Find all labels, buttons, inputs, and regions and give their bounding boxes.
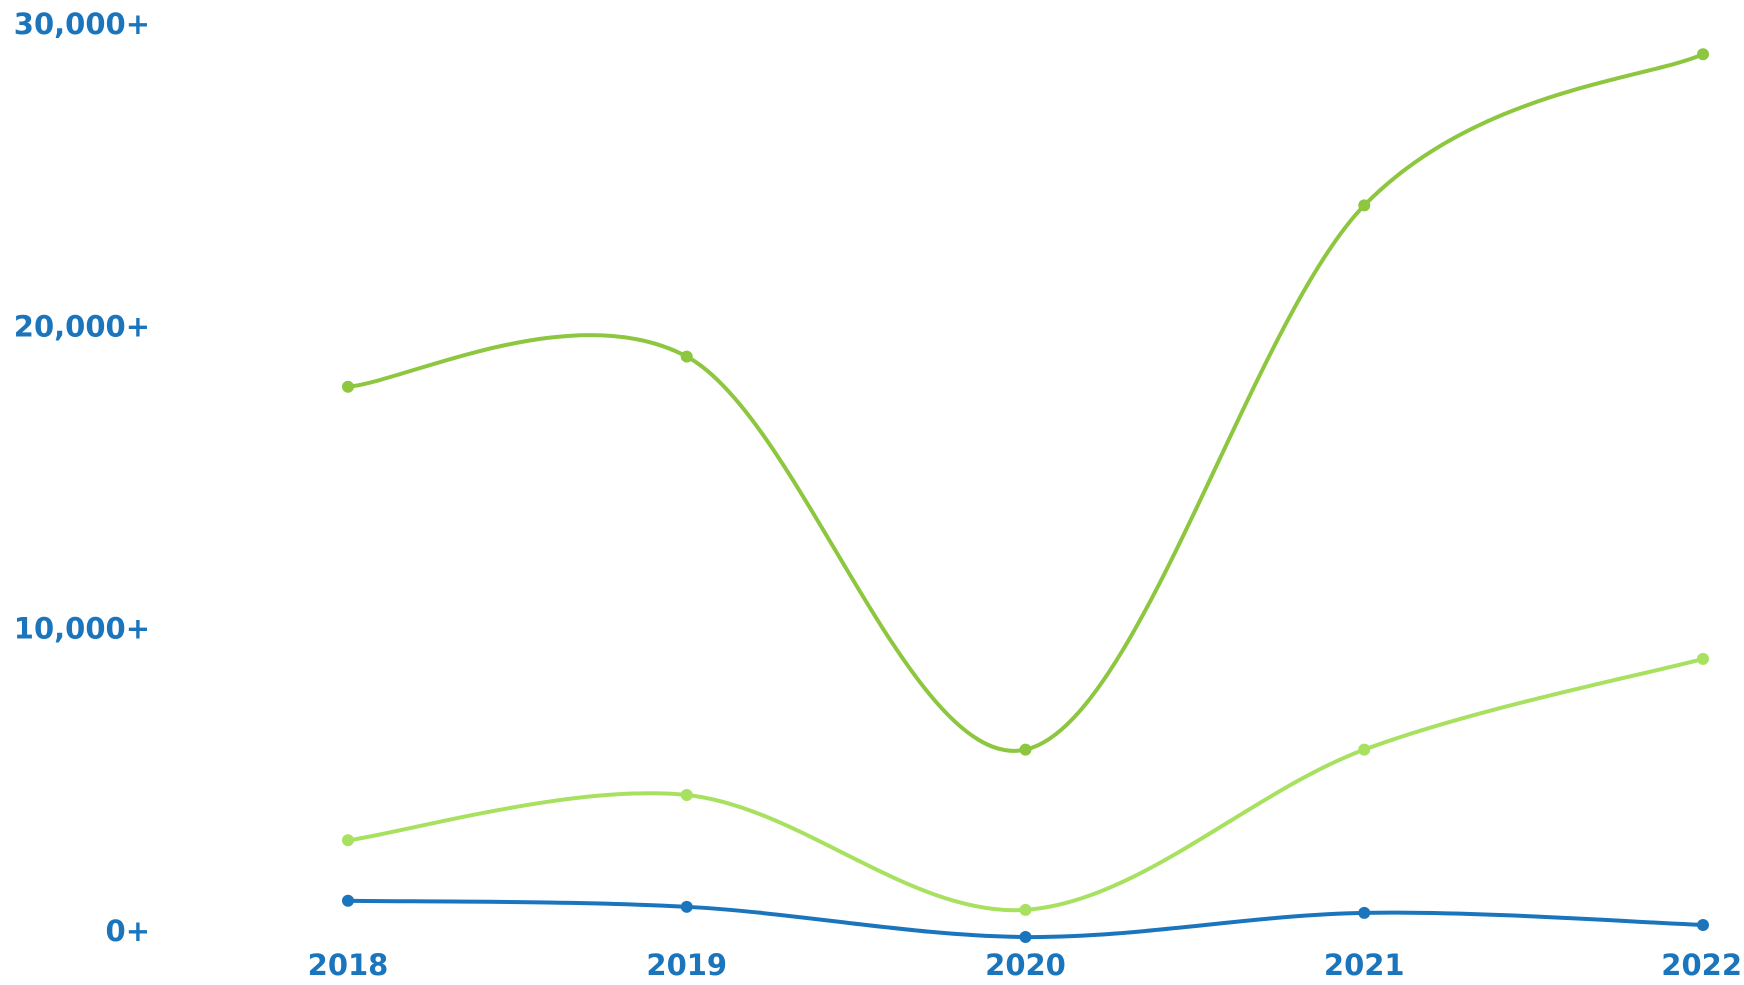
y-tick-label: 10,000+: [14, 612, 150, 646]
x-axis-tick-labels: 2018 2019 2020 2021 2022: [308, 948, 1742, 982]
series-1-point-2022: [1697, 48, 1709, 61]
series-2-point-2020: [1019, 903, 1032, 916]
y-tick-label: 20,000+: [14, 309, 150, 343]
series-2-point-2019: [680, 788, 693, 801]
series-1-point-2021: [1358, 199, 1371, 212]
series-1-point-2018: [342, 380, 354, 393]
series-2-point-2018: [342, 834, 354, 847]
series-1-point-2019: [680, 350, 693, 363]
x-tick-label: 2020: [985, 948, 1066, 982]
x-tick-label: 2018: [308, 948, 389, 982]
y-tick-label: 30,000+: [14, 7, 150, 41]
series-3-point-2021: [1358, 906, 1371, 919]
series-1-point-2020: [1019, 743, 1032, 756]
series-3-point-2020: [1019, 931, 1032, 944]
series-2-point-2021: [1358, 743, 1371, 756]
series-layer: [346, 52, 1705, 940]
x-tick-label: 2021: [1324, 948, 1405, 982]
points-layer: [342, 48, 1709, 944]
series-2-line: [346, 656, 1705, 913]
series-2-point-2022: [1697, 652, 1709, 665]
series-3-point-2018: [342, 894, 354, 907]
x-tick-label: 2019: [646, 948, 727, 982]
y-tick-label: 0+: [106, 914, 150, 948]
x-tick-label: 2022: [1661, 948, 1742, 982]
series-1-line: [346, 52, 1705, 753]
series-3-point-2019: [680, 900, 693, 913]
y-axis-tick-labels: 0+ 10,000+ 20,000+ 30,000+: [14, 7, 150, 948]
series-3-point-2022: [1697, 918, 1709, 931]
